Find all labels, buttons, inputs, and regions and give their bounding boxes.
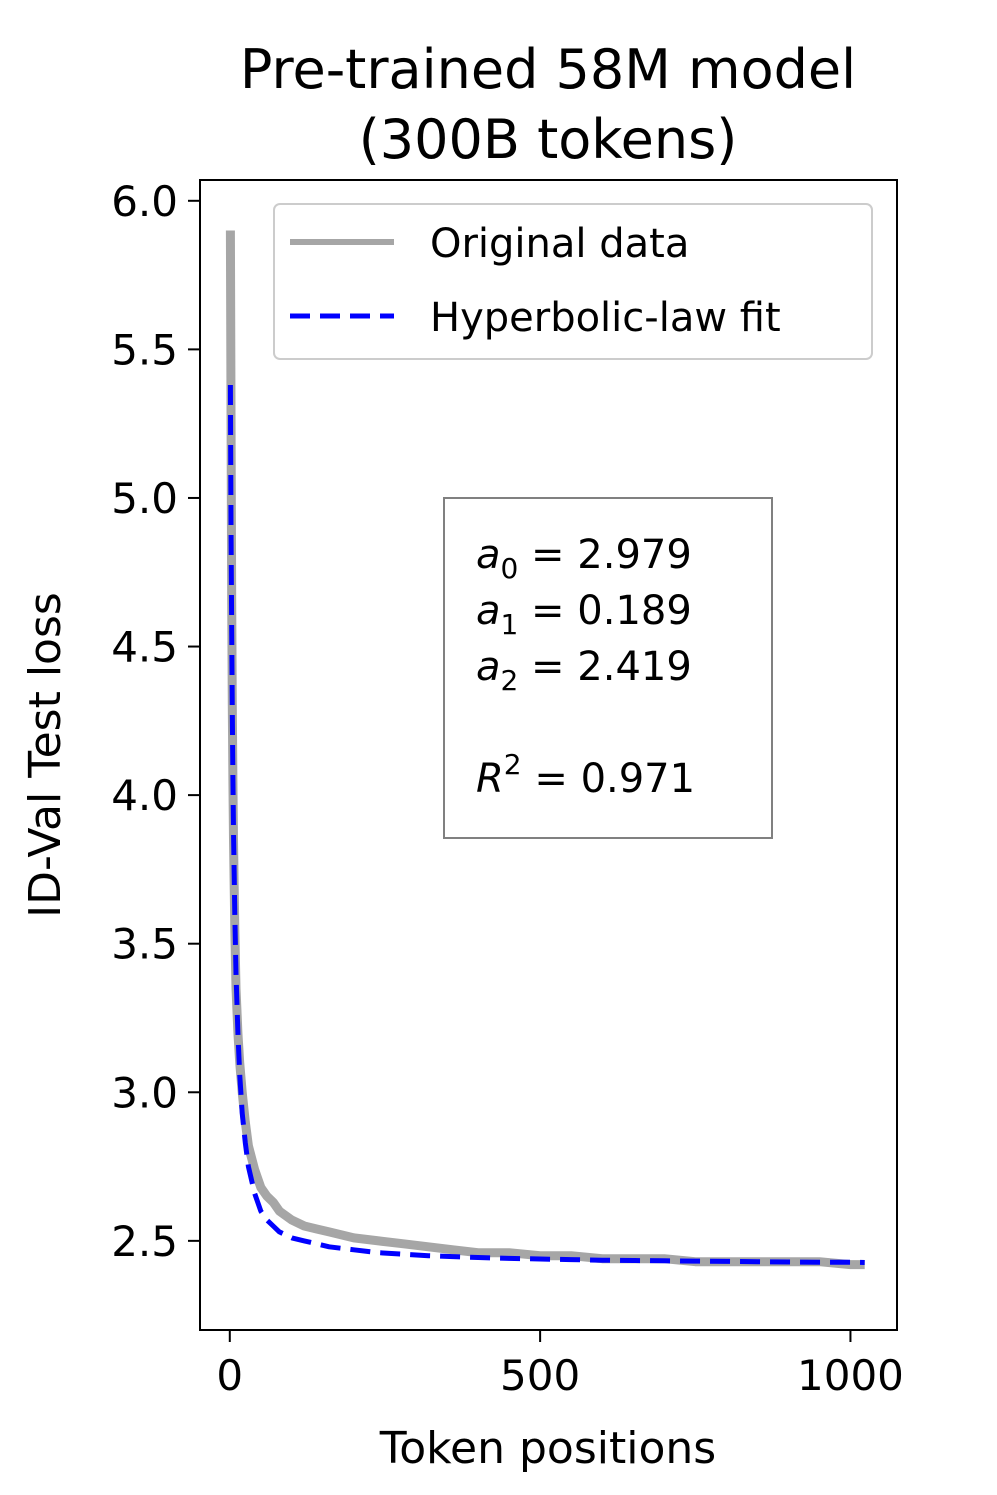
y-tick-label: 3.0: [111, 1068, 178, 1117]
legend: Original data Hyperbolic-law fit: [273, 203, 873, 360]
y-tick-label: 5.5: [111, 325, 178, 374]
x-tick-label: 500: [500, 1351, 580, 1400]
annotation-a2: a2 = 2.419: [476, 644, 692, 697]
y-tick-label: 5.0: [111, 474, 178, 523]
annotation-frame: [443, 497, 773, 839]
chart-title-line-1: Pre-trained 58M model: [240, 38, 856, 101]
y-axis: 2.5 3.0 3.5 4.0 4.5 5.0 5.5 6.0: [111, 177, 200, 1266]
y-tick-label: 2.5: [111, 1217, 178, 1266]
legend-label-hyperbolic-law-fit: Hyperbolic-law fit: [430, 295, 781, 341]
y-tick-label: 6.0: [111, 177, 178, 226]
annotation-r2: R2 = 0.971: [476, 748, 695, 802]
series-layer: [225, 230, 865, 1270]
x-tick-label: 0: [216, 1351, 243, 1400]
x-axis: 0 500 1000: [216, 1330, 904, 1400]
series-line-hyperbolic-law-fit: [227, 384, 865, 1265]
annotation-a0: a0 = 2.979: [476, 532, 692, 585]
annotation-box: a0 = 2.979 a1 = 0.189 a2 = 2.419 R2 = 0.…: [443, 497, 773, 839]
chart-title-line-2: (300B tokens): [359, 108, 738, 171]
x-axis-label: Token positions: [379, 1423, 716, 1474]
plot-frame: [199, 179, 898, 1331]
y-tick-label: 4.5: [111, 623, 178, 672]
x-tick-label: 1000: [797, 1351, 904, 1400]
legend-box: [273, 203, 873, 360]
legend-label-original-data: Original data: [430, 221, 689, 267]
y-tick-label: 4.0: [111, 771, 178, 820]
y-axis-label: ID-Val Test loss: [20, 592, 71, 918]
annotation-a1: a1 = 0.189: [476, 588, 692, 641]
y-tick-label: 3.5: [111, 920, 178, 969]
